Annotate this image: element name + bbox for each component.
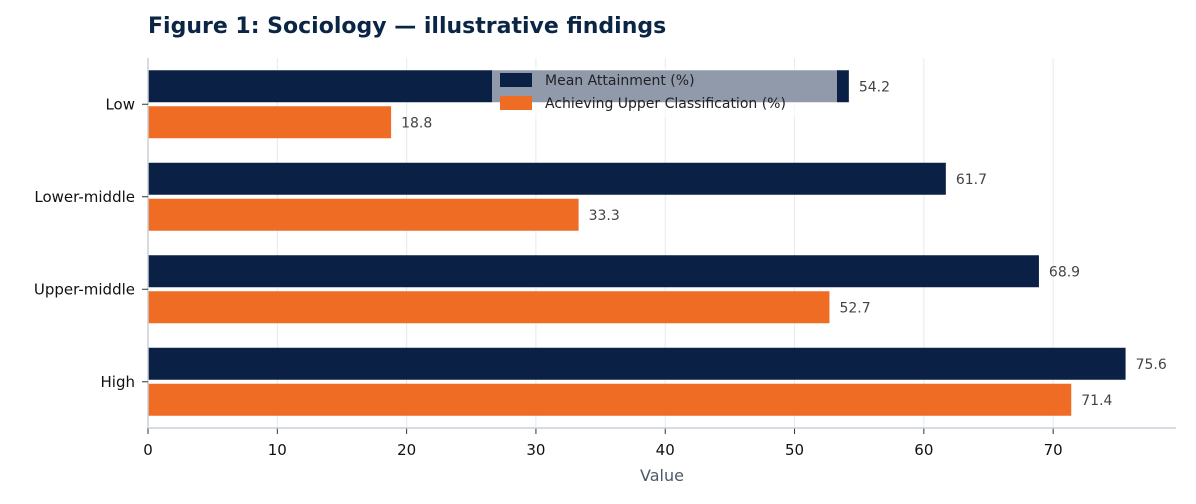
- bar-upper-classification: [148, 106, 392, 139]
- data-label: 61.7: [956, 172, 987, 188]
- x-tick-label: 40: [656, 441, 675, 459]
- data-label: 54.2: [859, 79, 890, 95]
- bars: 54.2 18.8 61.7 33.3 68.9 52.7 75.6 71.4: [148, 70, 1167, 416]
- bar-upper-classification: [148, 198, 579, 231]
- bar-upper-classification: [148, 291, 830, 324]
- data-label: 71.4: [1081, 393, 1112, 409]
- bar-mean-attainment: [148, 162, 946, 195]
- x-tick-label: 20: [397, 441, 416, 459]
- bar-upper-classification: [148, 383, 1072, 416]
- x-tick-label: 10: [268, 441, 287, 459]
- legend-label: Achieving Upper Classification (%): [545, 96, 786, 112]
- legend-swatch: [500, 96, 532, 110]
- x-tick-label: 70: [1044, 441, 1063, 459]
- category-label: Low: [105, 95, 135, 113]
- bar-mean-attainment: [148, 255, 1039, 288]
- data-label: 33.3: [589, 208, 620, 224]
- bar-mean-attainment: [148, 347, 1126, 380]
- category-label: High: [101, 373, 135, 391]
- category-label: Upper-middle: [34, 280, 135, 298]
- chart-title: Figure 1: Sociology — illustrative findi…: [148, 14, 667, 39]
- data-label: 18.8: [401, 115, 432, 131]
- x-axis-label: Value: [640, 466, 684, 485]
- legend-swatch: [500, 73, 532, 87]
- category-label: Lower-middle: [34, 188, 135, 206]
- axes: 0 10 20 30 40 50 60 70 Low Lower-middle Upper-midd…: [34, 58, 1176, 459]
- legend-background: [492, 68, 837, 118]
- data-label: 75.6: [1136, 357, 1167, 373]
- data-label: 68.9: [1049, 264, 1080, 280]
- x-tick-label: 0: [143, 441, 153, 459]
- data-label: 52.7: [839, 300, 870, 316]
- x-tick-label: 30: [526, 441, 545, 459]
- x-tick-label: 50: [785, 441, 804, 459]
- x-tick-label: 60: [914, 441, 933, 459]
- legend-label: Mean Attainment (%): [545, 73, 695, 89]
- legend: Mean Attainment (%) Achieving Upper Class…: [492, 68, 837, 118]
